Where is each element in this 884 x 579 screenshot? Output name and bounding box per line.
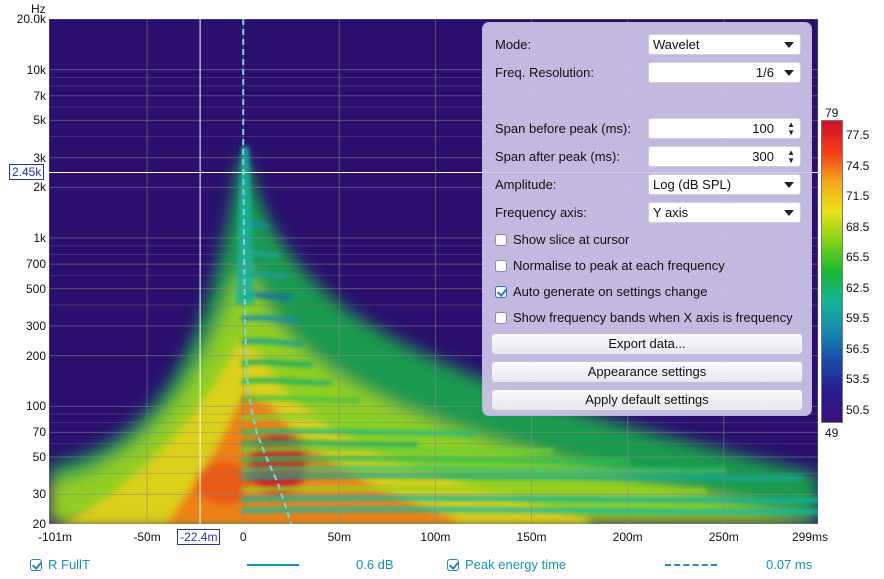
normalise-checkbox[interactable]: Normalise to peak at each frequency	[495, 258, 725, 273]
settings-panel: Mode: Wavelet Freq. Resolution: 1/6 Span…	[482, 22, 812, 416]
show-slice-checkbox[interactable]: Show slice at cursor	[495, 232, 629, 247]
checkbox-checked-icon[interactable]	[30, 559, 42, 571]
frequency-axis-label: Frequency axis:	[495, 205, 587, 220]
mode-select[interactable]: Wavelet	[648, 34, 801, 55]
frequency-axis-select[interactable]: Y axis	[648, 202, 801, 223]
show-slice-label: Show slice at cursor	[513, 232, 630, 247]
amplitude-label: Amplitude:	[495, 177, 557, 192]
y-axis-unit: Hz	[31, 2, 46, 16]
series-toggle[interactable]: R FullT	[30, 557, 90, 572]
y-tick-label: 20	[32, 517, 46, 531]
normalise-label: Normalise to peak at each frequency	[513, 258, 725, 273]
freq-resolution-value: 1/6	[755, 65, 774, 80]
frequency-axis-value: Y axis	[653, 205, 689, 220]
checkbox-checked-icon[interactable]	[495, 286, 507, 298]
color-scale-tick: 53.5	[846, 372, 870, 386]
y-tick-label: 70	[32, 425, 46, 440]
y-tick-label: 5k	[33, 113, 46, 128]
series-name: R FullT	[48, 557, 90, 572]
checkbox-icon[interactable]	[495, 312, 507, 324]
span-before-stepper[interactable]: 100 ▲ ▼	[648, 118, 801, 139]
x-tick-label: 250m	[708, 530, 739, 544]
color-scale-tick: 59.5	[846, 311, 870, 325]
peak-energy-label: Peak energy time	[465, 557, 567, 572]
amplitude-select[interactable]: Log (dB SPL)	[648, 174, 801, 195]
span-after-label: Span after peak (ms):	[495, 149, 620, 164]
chevron-down-icon	[784, 182, 794, 188]
y-tick-label: 700	[25, 257, 46, 272]
y-tick-label: 7k	[33, 88, 46, 103]
export-data-button[interactable]: Export data...	[491, 333, 803, 355]
y-tick-label: 3k	[33, 150, 46, 165]
frequency-bands-checkbox[interactable]: Show frequency bands when X axis is freq…	[495, 310, 793, 325]
apply-default-settings-button[interactable]: Apply default settings	[491, 389, 803, 411]
y-cursor-readout: 2.45k	[9, 164, 45, 181]
y-tick-label: 100	[25, 399, 46, 414]
chevron-down-icon	[784, 210, 794, 216]
y-tick-label: 1k	[33, 231, 46, 245]
color-scale-tick: 77.5	[846, 128, 870, 142]
stepper-arrows-icon[interactable]: ▲ ▼	[787, 148, 795, 165]
y-tick-label: 300	[25, 319, 46, 334]
series-value: 0.6 dB	[356, 557, 394, 572]
auto-generate-label: Auto generate on settings change	[513, 284, 708, 299]
x-tick-label: 150m	[516, 530, 547, 544]
mode-label: Mode:	[495, 37, 532, 52]
color-scale-tick: 74.5	[846, 158, 870, 173]
peak-energy-curve	[242, 19, 293, 524]
color-scale-min: 49	[825, 426, 839, 440]
x-tick-label: 100m	[420, 530, 451, 544]
span-after-value: 300	[752, 149, 774, 164]
legend-bar: R FullT 0.6 dB Peak energy time 0.07 ms	[0, 553, 884, 575]
y-tick-label: 20.0k	[16, 12, 46, 26]
chevron-down-icon	[784, 70, 794, 76]
freq-resolution-label: Freq. Resolution:	[495, 65, 594, 80]
y-tick-label: 10k	[26, 62, 46, 77]
y-tick-label: 50	[32, 450, 46, 464]
x-tick-label: 200m	[612, 530, 643, 544]
span-before-label: Span before peak (ms):	[495, 121, 631, 136]
color-scale-tick: 56.5	[846, 341, 870, 356]
x-tick-label: -101m	[37, 530, 73, 544]
y-tick-label: 500	[25, 281, 46, 296]
y-tick-label: 2k	[33, 180, 46, 195]
peak-energy-value: 0.07 ms	[766, 557, 813, 572]
span-before-value: 100	[752, 121, 774, 136]
spectrogram-canvas	[49, 19, 818, 524]
x-cursor-readout: -22.4m	[177, 529, 221, 545]
peak-energy-line-swatch	[665, 564, 717, 566]
y-tick-label: 200	[25, 348, 46, 363]
amplitude-value: Log (dB SPL)	[653, 177, 732, 192]
chevron-down-icon	[784, 42, 794, 48]
x-tick-label: 299ms	[791, 530, 829, 544]
color-scale-tick: 68.5	[846, 219, 870, 234]
checkbox-icon[interactable]	[495, 234, 507, 246]
checkbox-checked-icon[interactable]	[447, 559, 459, 571]
auto-generate-checkbox[interactable]: Auto generate on settings change	[495, 284, 707, 299]
color-scale-tick: 62.5	[846, 280, 870, 295]
mode-value: Wavelet	[653, 37, 700, 52]
span-after-stepper[interactable]: 300 ▲ ▼	[648, 146, 801, 167]
x-tick-label: 0	[239, 530, 247, 544]
freq-resolution-select[interactable]: 1/6	[648, 62, 801, 83]
color-scale-tick: 71.5	[846, 189, 870, 203]
checkbox-icon[interactable]	[495, 260, 507, 272]
x-tick-label: -50m	[133, 530, 161, 544]
y-tick-label: 30	[32, 487, 46, 502]
frequency-bands-label: Show frequency bands when X axis is freq…	[513, 310, 793, 325]
color-scale-tick: 50.5	[846, 402, 870, 417]
peak-energy-toggle[interactable]: Peak energy time	[447, 557, 566, 572]
color-scale-bar	[821, 120, 843, 423]
series-line-swatch	[247, 564, 299, 566]
color-scale-tick: 65.5	[846, 250, 870, 264]
color-scale-max: 79	[825, 106, 839, 120]
appearance-settings-button[interactable]: Appearance settings	[491, 361, 803, 383]
x-tick-label: 50m	[327, 530, 351, 544]
stepper-arrows-icon[interactable]: ▲ ▼	[787, 120, 795, 137]
